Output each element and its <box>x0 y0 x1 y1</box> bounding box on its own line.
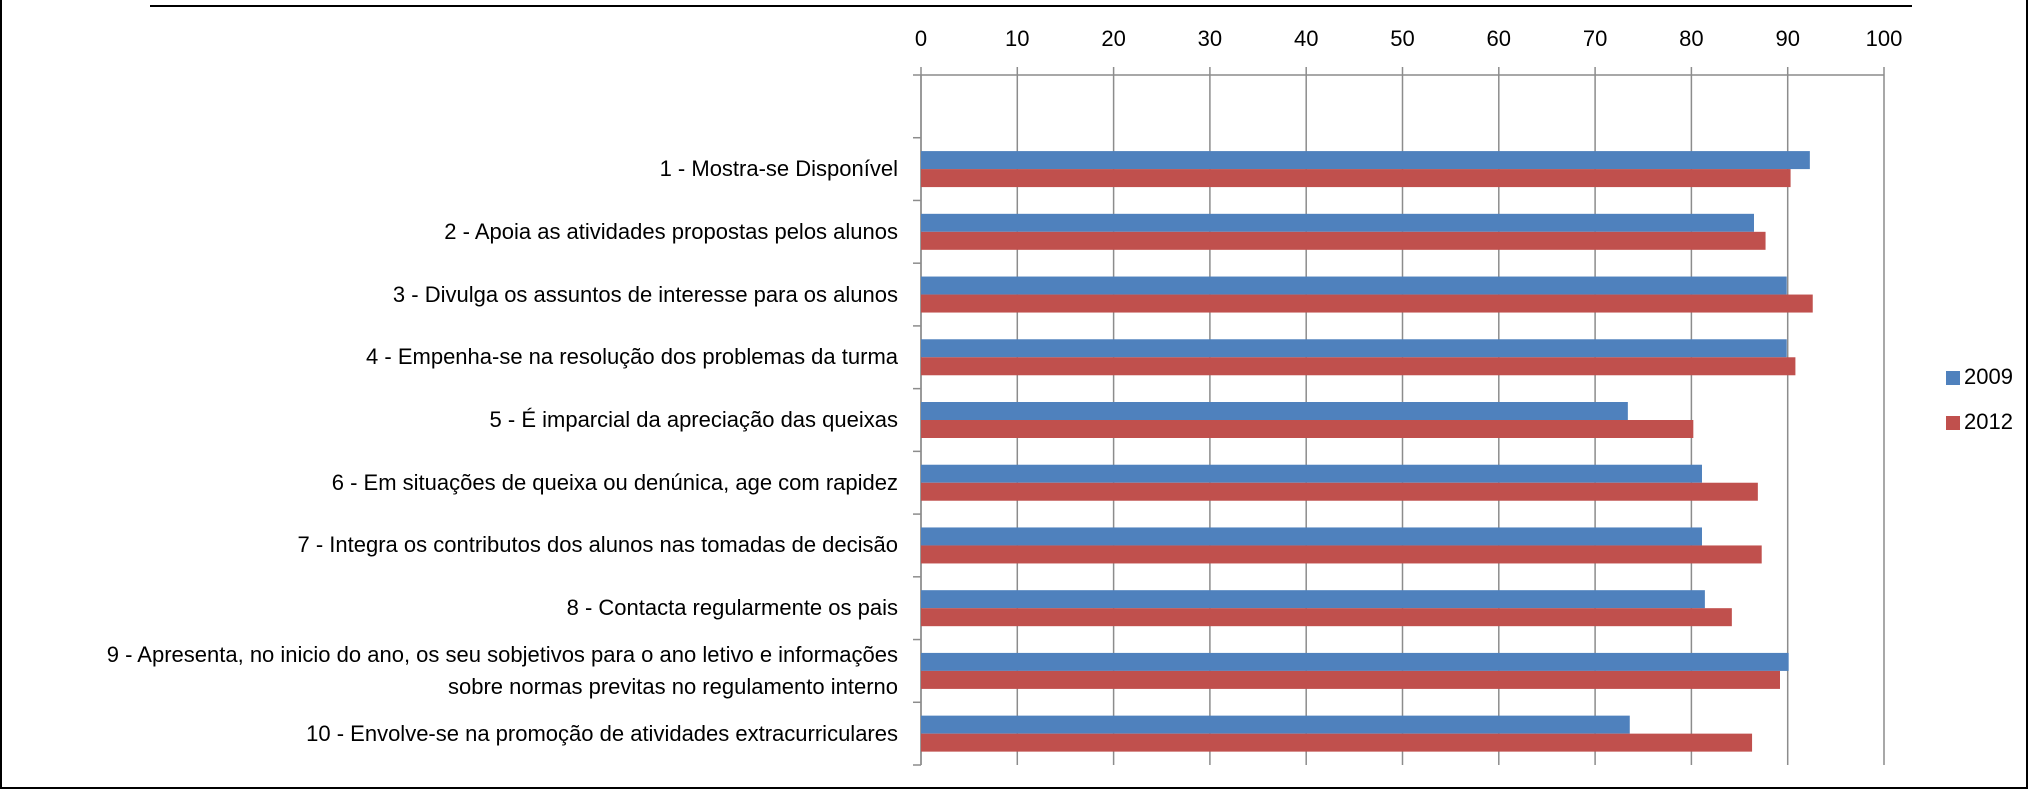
legend-label: 2012 <box>1964 409 2013 434</box>
bar <box>921 545 1762 564</box>
bar <box>921 339 1787 358</box>
bar <box>921 464 1702 483</box>
bar <box>921 733 1753 752</box>
y-tick-label: 3 - Divulga os assuntos de interesse par… <box>392 281 898 307</box>
bar <box>921 231 1766 250</box>
x-tick-label: 70 <box>1583 26 1607 51</box>
x-tick-label: 30 <box>1198 26 1222 51</box>
bar <box>921 527 1702 546</box>
y-tick-label: 4 - Empenha-se na resolução dos problema… <box>366 344 898 370</box>
x-tick-label: 0 <box>915 26 927 51</box>
x-tick-label: 100 <box>1866 26 1903 51</box>
y-tick-label: 9 - Apresenta, no inicio do ano, os seu … <box>106 641 898 699</box>
y-tick-label: 6 - Em situações de queixa ou denúnica, … <box>331 469 898 495</box>
bar <box>921 213 1754 232</box>
bar <box>921 402 1628 420</box>
bar <box>921 420 1694 438</box>
y-tick-label: 2 - Apoia as atividades propostas pelos … <box>444 218 898 244</box>
legend-label: 2009 <box>1964 364 2013 389</box>
legend-swatch <box>1946 371 1960 385</box>
bar <box>921 482 1758 501</box>
bar <box>921 715 1630 734</box>
bar <box>921 276 1787 295</box>
x-tick-label: 60 <box>1487 26 1511 51</box>
bar <box>921 590 1705 609</box>
x-tick-label: 20 <box>1101 26 1125 51</box>
legend-swatch <box>1946 416 1960 430</box>
y-tick-label: 1 - Mostra-se Disponível <box>659 156 898 182</box>
bar <box>921 608 1732 627</box>
bar <box>921 357 1796 376</box>
bar <box>921 652 1789 671</box>
bar <box>921 169 1791 188</box>
y-tick-label: 7 - Integra os contributos dos alunos na… <box>297 532 898 558</box>
x-tick-label: 90 <box>1775 26 1799 51</box>
x-tick-label: 80 <box>1679 26 1703 51</box>
y-tick-label: 10 - Envolve-se na promoção de atividade… <box>306 720 898 746</box>
bar <box>921 670 1780 689</box>
y-tick-label: 8 - Contacta regularmente os pais <box>566 595 898 621</box>
bar <box>921 151 1810 170</box>
x-tick-label: 40 <box>1294 26 1318 51</box>
bar <box>921 294 1813 313</box>
x-tick-label: 50 <box>1390 26 1414 51</box>
y-tick-label: 5 - É imparcial da apreciação das queixa… <box>489 407 898 432</box>
x-tick-label: 10 <box>1005 26 1029 51</box>
